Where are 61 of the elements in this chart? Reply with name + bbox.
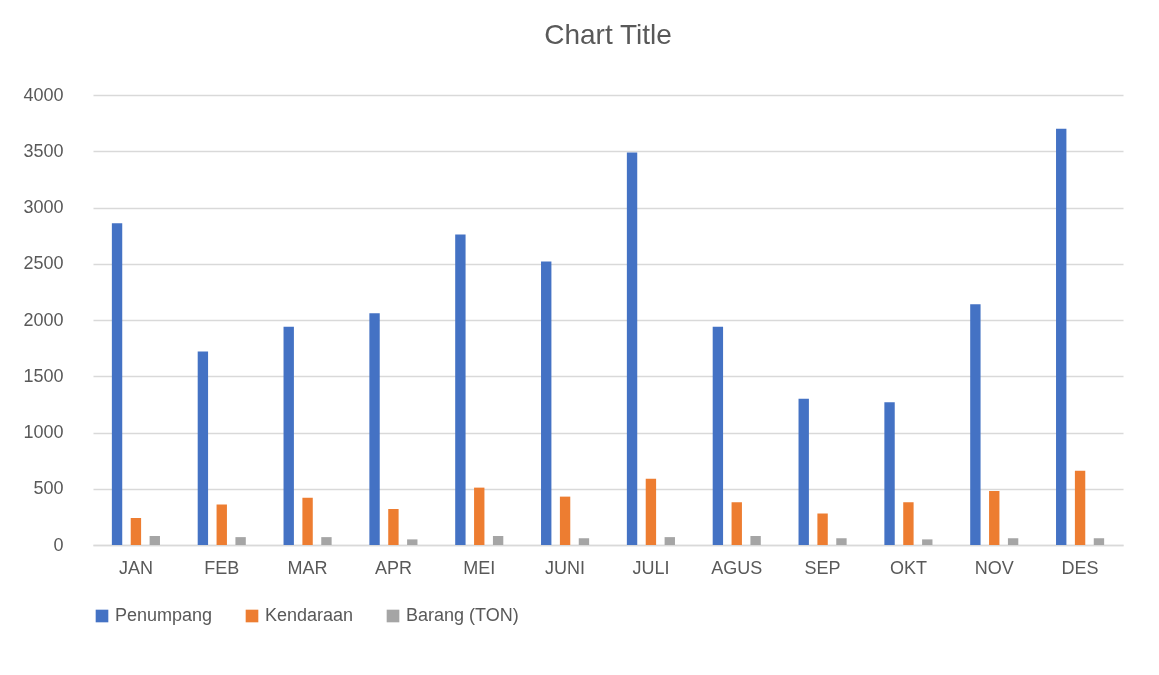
x-tick-label: FEB: [204, 557, 240, 578]
bar: [455, 234, 466, 545]
x-tick-label: SEP: [804, 557, 841, 578]
bar: [474, 487, 485, 545]
y-tick-label: 1000: [23, 422, 64, 442]
x-tick-label: MEI: [463, 557, 496, 578]
y-tick-label: 0: [53, 534, 64, 555]
y-tick-label: 2000: [23, 309, 64, 330]
y-tick-label: 2500: [23, 253, 64, 274]
bar: [149, 536, 160, 545]
y-tick-label: 4000: [23, 84, 64, 105]
legend-label: Kendaraan: [265, 605, 354, 625]
chart-title: Chart Title: [544, 19, 672, 50]
x-tick-label: JAN: [118, 557, 153, 578]
bar: [731, 502, 742, 545]
bar: [645, 478, 657, 545]
bar: [1093, 538, 1105, 545]
bar: [750, 536, 761, 545]
bar: [283, 326, 294, 545]
bar: [664, 537, 675, 545]
legend-label: Penumpang: [115, 605, 213, 625]
y-tick-label: 3000: [23, 197, 64, 217]
bar: [903, 502, 914, 545]
x-tick-label: MAR: [287, 557, 328, 578]
bar: [1056, 128, 1067, 545]
bar: [1074, 470, 1086, 545]
bar: [836, 538, 847, 545]
bar: [578, 538, 590, 545]
y-tick-label: 1500: [23, 365, 64, 386]
bar: [369, 313, 380, 545]
bar: [111, 223, 123, 545]
y-tick-label: 3500: [23, 140, 64, 161]
x-tick-label: OKT: [889, 557, 927, 578]
bar: [1007, 538, 1019, 545]
x-tick-label: NOV: [974, 557, 1014, 578]
bar: [302, 497, 313, 545]
x-tick-label: JUNI: [545, 557, 586, 578]
bar: [407, 539, 418, 545]
x-tick-label: DES: [1061, 557, 1099, 578]
bar: [321, 537, 332, 545]
bar: [235, 537, 246, 545]
y-tick-label: 500: [33, 478, 64, 499]
bar: [922, 539, 933, 545]
bar: [970, 304, 981, 545]
bar: [216, 504, 227, 545]
x-tick-label: APR: [374, 557, 412, 578]
bar: [388, 509, 399, 545]
bar: [541, 261, 552, 545]
x-tick-label: AGUS: [711, 557, 763, 578]
bar: [989, 491, 1000, 545]
bar: [626, 152, 638, 545]
bar: [817, 513, 828, 545]
bar: [492, 536, 504, 545]
bar: [559, 496, 571, 545]
bar: [130, 518, 142, 545]
bar: [884, 402, 895, 545]
bar: [798, 398, 809, 545]
legend-label: Barang (TON): [406, 605, 519, 625]
x-tick-label: JULI: [632, 557, 670, 578]
bar: [712, 326, 724, 545]
bar: [197, 351, 209, 545]
